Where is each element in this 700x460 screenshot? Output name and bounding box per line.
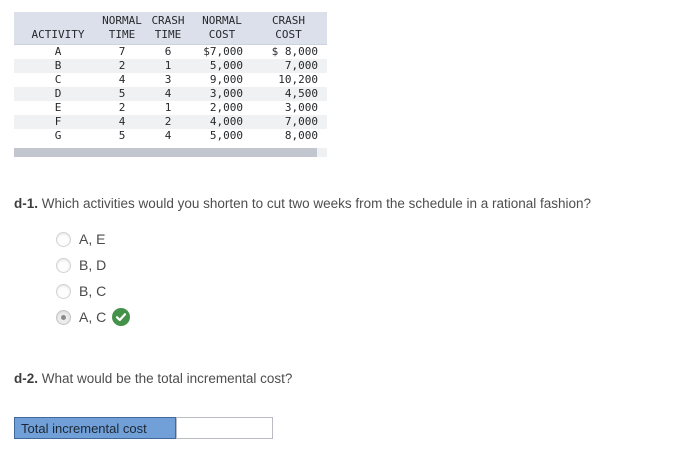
col-header-crash-time: CRASH TIME [142,12,194,45]
table-horizontal-scrollbar [14,148,327,157]
question-d1: d-1. Which activities would you shorten … [14,196,591,211]
col-header-normal-cost: NORMAL COST [194,12,250,45]
question-d2-number: d-2. [14,371,39,386]
option-b-c[interactable]: B, C [56,283,130,299]
option-label: A, C [79,309,107,325]
scrollbar-thumb[interactable] [14,148,317,157]
option-a-c[interactable]: A, C [56,308,131,326]
total-incremental-cost-input[interactable] [176,417,273,439]
col-header-activity: ACTIVITY [14,12,102,45]
col-header-crash-cost: CRASH COST [250,12,327,45]
question-d2-text: What would be the total incremental cost… [41,371,293,386]
option-label: B, D [79,257,107,273]
option-b-d[interactable]: B, D [56,257,130,273]
radio-button[interactable] [56,283,71,299]
radio-button[interactable] [56,231,71,247]
correct-answer-check-icon [112,308,131,326]
option-a-e[interactable]: A, E [56,231,130,247]
answer-field-label: Total incremental cost [14,417,176,439]
table-row: F 4 2 4,000 7,000 [14,115,327,129]
radio-button-selected[interactable] [56,309,71,325]
option-label: A, E [79,231,106,247]
option-label: B, C [79,283,107,299]
question-d1-text: Which activities would you shorten to cu… [41,196,592,211]
d1-options-group: A, E B, D B, C A, C [56,231,131,335]
table-row: B 2 1 5,000 7,000 [14,59,327,73]
total-incremental-cost-field: Total incremental cost [14,417,273,439]
radio-button[interactable] [56,257,71,273]
table-row: D 5 4 3,000 4,500 [14,87,327,101]
table-row: E 2 1 2,000 3,000 [54,101,318,114]
table-row: G 5 4 5,000 8,000 [54,129,318,142]
table-row: C 4 3 9,000 10,200 [54,73,318,86]
table-row: A 7 6 $7,000 $ 8,000 [54,45,318,58]
question-d1-number: d-1. [14,196,39,211]
crash-cost-table: ACTIVITY NORMAL TIME CRASH TIME NORMAL COST… [14,12,327,157]
table-header-row: ACTIVITY NORMAL TIME CRASH TIME NORMAL COST… [14,12,327,45]
crash-cost-data-table: ACTIVITY NORMAL TIME CRASH TIME NORMAL COST… [14,12,327,143]
col-header-normal-time: NORMAL TIME [102,12,142,45]
question-d2: d-2. What would be the total incremental… [14,371,292,386]
